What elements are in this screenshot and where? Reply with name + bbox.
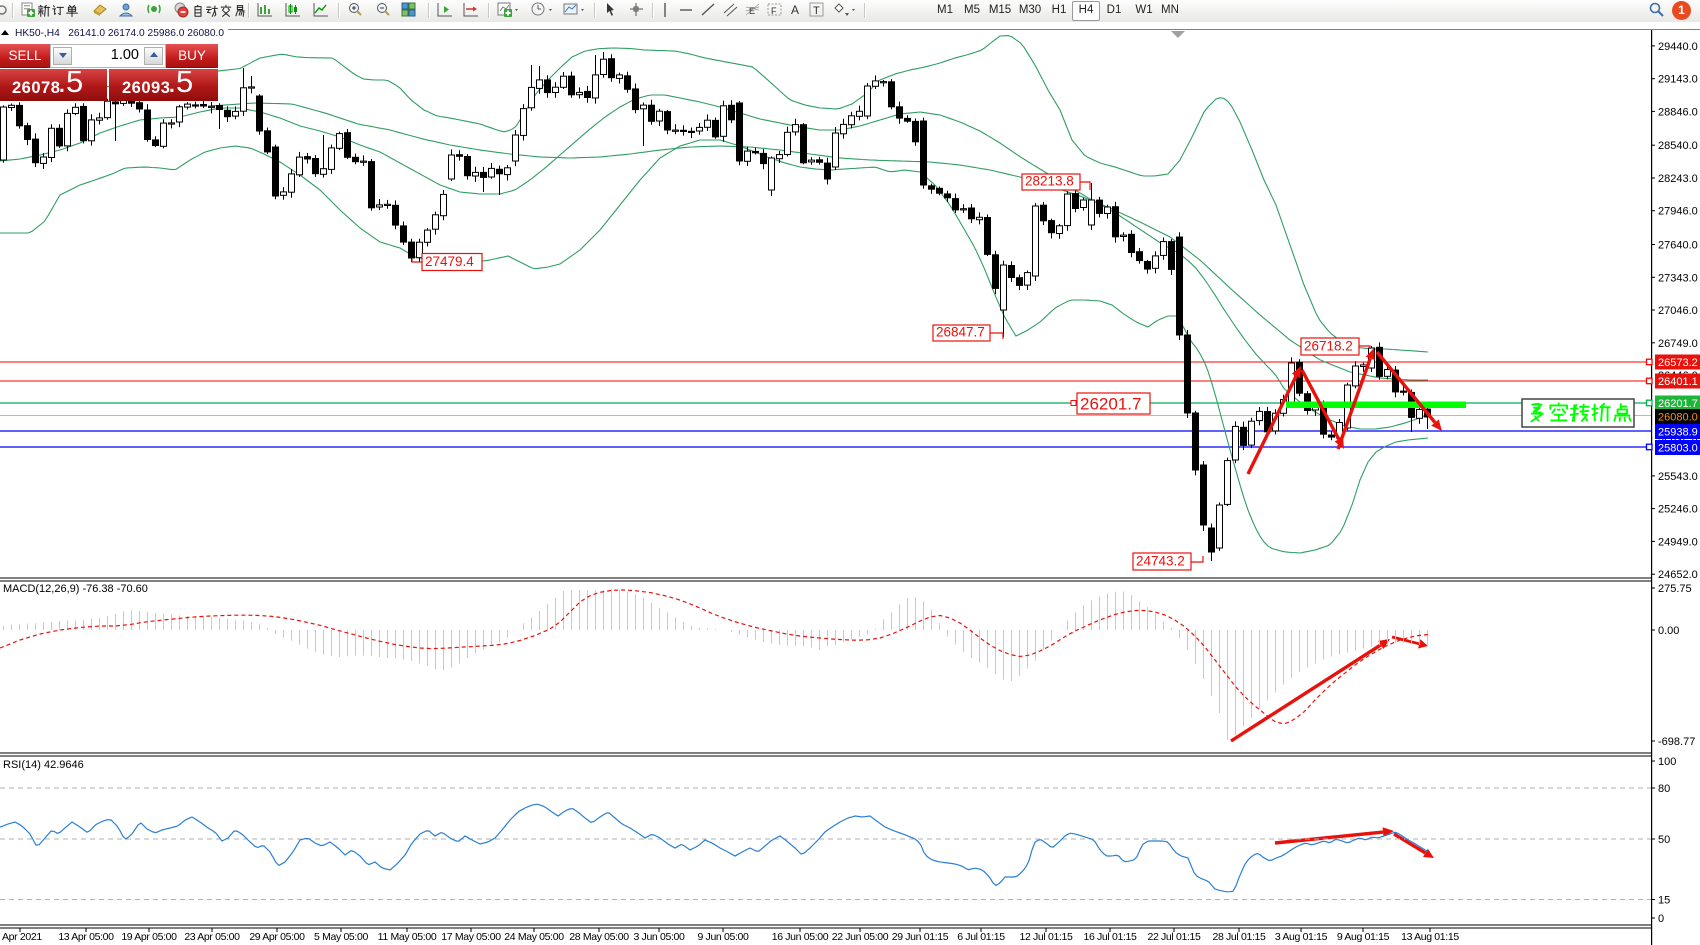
svg-text:28846.0: 28846.0 [1658, 106, 1698, 118]
svg-text:16 Jun 05:00: 16 Jun 05:00 [772, 931, 829, 943]
svg-text:23 Apr 05:00: 23 Apr 05:00 [184, 931, 240, 943]
svg-text:26718.2: 26718.2 [1304, 339, 1353, 354]
svg-text:RSI(14) 42.9646: RSI(14) 42.9646 [3, 759, 84, 771]
svg-text:24652.0: 24652.0 [1658, 569, 1698, 581]
svg-text:26573.2: 26573.2 [1658, 357, 1698, 369]
svg-text:9 Jun 05:00: 9 Jun 05:00 [697, 931, 749, 943]
svg-text:6 Jul 01:15: 6 Jul 01:15 [957, 931, 1005, 943]
svg-text:26749.0: 26749.0 [1658, 338, 1698, 350]
svg-text:24949.0: 24949.0 [1658, 536, 1698, 548]
svg-text:0.00: 0.00 [1658, 625, 1679, 637]
svg-text:50: 50 [1658, 834, 1670, 846]
svg-text:9 Aug 01:15: 9 Aug 01:15 [1337, 931, 1390, 943]
svg-text:27640.0: 27640.0 [1658, 240, 1698, 252]
svg-text:24743.2: 24743.2 [1136, 554, 1185, 569]
svg-text:E: E [749, 6, 755, 16]
svg-text:29 Apr 05:00: 29 Apr 05:00 [249, 931, 305, 943]
svg-text:5 May 05:00: 5 May 05:00 [314, 931, 368, 943]
svg-text:19 Apr 05:00: 19 Apr 05:00 [121, 931, 177, 943]
svg-text:A: A [791, 3, 799, 17]
svg-text:22 Jul 01:15: 22 Jul 01:15 [1147, 931, 1201, 943]
svg-text:-698.77: -698.77 [1658, 736, 1695, 748]
svg-text:F: F [771, 6, 777, 16]
svg-text:26201.7: 26201.7 [1080, 395, 1141, 414]
svg-text:26080.0: 26080.0 [1658, 412, 1698, 424]
svg-text:15: 15 [1658, 895, 1670, 907]
svg-text:24 May 05:00: 24 May 05:00 [504, 931, 564, 943]
svg-text:29143.0: 29143.0 [1658, 74, 1698, 86]
svg-text:26201.7: 26201.7 [1658, 398, 1698, 410]
svg-text:13 Apr 05:00: 13 Apr 05:00 [58, 931, 114, 943]
svg-text:22 Jun 05:00: 22 Jun 05:00 [832, 931, 889, 943]
svg-text:3 Jun 05:00: 3 Jun 05:00 [633, 931, 685, 943]
svg-text:25543.0: 25543.0 [1658, 471, 1698, 483]
svg-text:28213.8: 28213.8 [1025, 174, 1074, 189]
svg-text:26847.7: 26847.7 [936, 325, 985, 340]
svg-text:28243.0: 28243.0 [1658, 173, 1698, 185]
svg-text:T: T [813, 5, 820, 17]
svg-text:29 Jun 01:15: 29 Jun 01:15 [892, 931, 949, 943]
svg-text:12 Jul 01:15: 12 Jul 01:15 [1019, 931, 1073, 943]
svg-text:3 Aug 01:15: 3 Aug 01:15 [1275, 931, 1328, 943]
svg-text:28 Jul 01:15: 28 Jul 01:15 [1212, 931, 1266, 943]
svg-text:25938.9: 25938.9 [1658, 427, 1698, 439]
svg-text:16 Jul 01:15: 16 Jul 01:15 [1083, 931, 1137, 943]
svg-text:25803.0: 25803.0 [1658, 443, 1698, 455]
svg-text:28540.0: 28540.0 [1658, 140, 1698, 152]
svg-text:11 May 05:00: 11 May 05:00 [378, 931, 437, 943]
svg-text:0: 0 [1658, 913, 1664, 925]
svg-text:25246.0: 25246.0 [1658, 504, 1698, 516]
svg-text:26401.1: 26401.1 [1658, 376, 1698, 388]
svg-text:29440.0: 29440.0 [1658, 41, 1698, 53]
svg-text:Apr 2021: Apr 2021 [2, 931, 42, 943]
svg-text:275.75: 275.75 [1658, 583, 1692, 595]
svg-text:13 Aug 01:15: 13 Aug 01:15 [1401, 931, 1459, 943]
svg-text:100: 100 [1658, 756, 1676, 768]
svg-text:27046.0: 27046.0 [1658, 305, 1698, 317]
svg-text:MACD(12,26,9) -76.38 -70.60: MACD(12,26,9) -76.38 -70.60 [3, 583, 148, 595]
svg-text:80: 80 [1658, 783, 1670, 795]
svg-text:17 May 05:00: 17 May 05:00 [441, 931, 501, 943]
svg-text:27479.4: 27479.4 [425, 254, 474, 269]
svg-text:28 May 05:00: 28 May 05:00 [569, 931, 629, 943]
svg-text:27343.0: 27343.0 [1658, 272, 1698, 284]
svg-text:27946.0: 27946.0 [1658, 206, 1698, 218]
